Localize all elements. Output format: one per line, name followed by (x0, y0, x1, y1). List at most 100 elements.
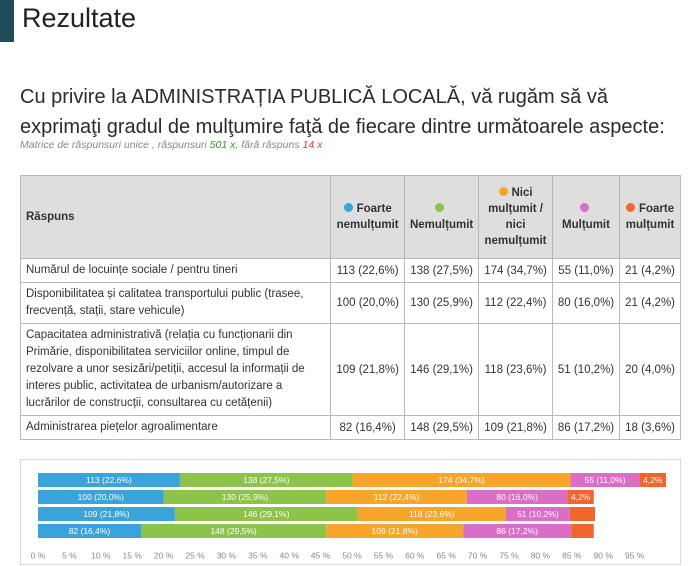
x-tick-label: 35 % (248, 550, 268, 560)
bar-segment (38, 524, 141, 538)
bar-segment (140, 524, 327, 538)
stacked-chart: 113 (22,6%) 138 (27,5%) 174 (34,7%) 55 (11,… (20, 459, 681, 565)
x-tick-label: 30 % (217, 550, 237, 560)
cell: 112 (22,4%) (478, 282, 553, 324)
bar-label: 118 (23,6%) (409, 509, 455, 519)
table-row: Numărul de locuințe sociale / pentru tin… (19, 258, 681, 283)
bar-segment (38, 490, 164, 504)
header-row: Răspuns Foarte nemulțumit Nemulțumit Nici m… (19, 175, 681, 259)
bar-segment (38, 507, 175, 521)
x-tick-label: 5 % (62, 550, 77, 560)
legend-dot (498, 187, 508, 196)
cell: 86 (17,2%) (551, 415, 621, 440)
bar-segment (357, 507, 506, 521)
x-tick-label: 85 % (562, 550, 582, 560)
bar-segment (639, 473, 666, 487)
bar-label: 4,2% (571, 492, 591, 502)
bar-label: 146 (29,1%) (243, 509, 289, 519)
bar-label: 109 (21,8%) (83, 509, 129, 519)
bar-label: 51 (10,2%) (517, 509, 559, 519)
header-text: Foarte mulțumit (625, 203, 675, 231)
cell: 148 (29,5%) (403, 415, 480, 440)
question: Cu privire la ADMINISTRAȚIA PUBLICĂ LOCA… (20, 86, 665, 138)
bar-label: 86 (17,2%) (496, 526, 538, 536)
cell: 21 (4,2%) (619, 258, 681, 283)
x-tick-label: 50 % (342, 550, 362, 560)
cell: 130 (25,9%) (403, 282, 480, 324)
bar-segment (352, 473, 571, 487)
row-label: Administrarea piețelor agroalimentare (19, 415, 332, 440)
cell: 146 (29,1%) (403, 323, 480, 416)
bar-label: 174 (34,7%) (438, 475, 484, 485)
cell: 51 (10,2%) (551, 323, 621, 416)
bar-label: 100 (20,0%) (78, 492, 124, 502)
bar-label: 113 (22,6%) (86, 475, 132, 485)
x-tick-label: 55 % (374, 550, 394, 560)
column-header: Foarte mulțumit (619, 175, 681, 259)
bar-segment (570, 473, 640, 487)
row-label: Numărul de locuințe sociale / pentru tin… (19, 258, 332, 283)
bar-segment (567, 490, 594, 504)
bar-segment (571, 524, 594, 538)
title-accent (0, 0, 14, 42)
x-tick-label: 80 % (531, 550, 551, 560)
bar-label: 80 (16,0%) (496, 492, 538, 502)
x-tick-label: 70 % (468, 550, 488, 560)
meta-separator: , fără răspuns (235, 139, 300, 151)
bar-label: 82 (16,4%) (69, 526, 111, 536)
cell: 82 (16,4%) (330, 415, 405, 440)
table-row: Administrarea piețelor agroalimentare 82 … (19, 415, 681, 440)
meta-prefix: Matrice de răspunsuri unice , răspunsuri (20, 139, 207, 151)
x-tick-label: 15 % (123, 550, 143, 560)
x-tick-label: 0 % (31, 550, 46, 560)
page-title: Rezultate (22, 3, 137, 33)
legend-dot (579, 203, 589, 212)
cell: 109 (21,8%) (330, 323, 405, 416)
row-label: Capacitatea administrativă (relația cu f… (19, 323, 332, 416)
bar-label: 112 (22,4%) (374, 492, 420, 502)
header-text: Nemulțumit (409, 219, 474, 231)
x-tick-label: 40 % (280, 550, 300, 560)
table-body: Numărul de locuințe sociale / pentru tin… (19, 258, 681, 440)
column-header: Nici mulțumit / nici nemulțumit (478, 175, 553, 259)
bar-segment (38, 473, 180, 487)
skipped-count: 14 x (302, 139, 323, 151)
header-text: Mulțumit (562, 219, 610, 231)
x-tick-label: 60 % (405, 550, 425, 560)
answered-count: 501 x (209, 139, 236, 151)
table-row: Disponibilitatea și calitatea transportu… (19, 282, 681, 324)
x-tick-label: 20 % (154, 550, 174, 560)
bar-label: 55 (11,0%) (585, 475, 626, 485)
column-header: Răspuns (19, 175, 332, 259)
cell: 80 (16,0%) (551, 282, 621, 324)
cell: 118 (23,6%) (478, 323, 553, 416)
x-tick-label: 75 % (499, 550, 519, 560)
cell: 21 (4,2%) (619, 282, 681, 324)
bar-segment (174, 507, 358, 521)
bar-segment (179, 473, 353, 487)
cell: 18 (3,6%) (619, 415, 681, 440)
bar-segment (505, 507, 570, 521)
header-text: Răspuns (26, 211, 75, 223)
bar-segment (326, 524, 464, 538)
legend-dot (625, 203, 635, 212)
column-header: Mulțumit (551, 175, 621, 259)
x-tick-label: 90 % (594, 550, 614, 560)
cell: 109 (21,8%) (478, 415, 553, 440)
bar-segment (326, 490, 467, 504)
legend-dot (435, 203, 445, 212)
table-row: Capacitatea administrativă (relația cu f… (19, 323, 681, 416)
bar-label: 130 (25,9%) (222, 492, 268, 502)
x-tick-label: 25 % (185, 550, 205, 560)
cell: 100 (20,0%) (330, 282, 405, 324)
bar-segment (463, 524, 572, 538)
x-tick-label: 95 % (625, 550, 645, 560)
bar-segment (569, 507, 596, 521)
bar-label: 148 (29,5%) (210, 526, 256, 536)
x-tick-label: 10 % (91, 550, 111, 560)
row-label: Disponibilitatea și calitatea transportu… (19, 282, 332, 324)
bar-segment (163, 490, 327, 504)
bar-label: 109 (21,8%) (372, 526, 418, 536)
x-tick-label: 65 % (437, 550, 457, 560)
